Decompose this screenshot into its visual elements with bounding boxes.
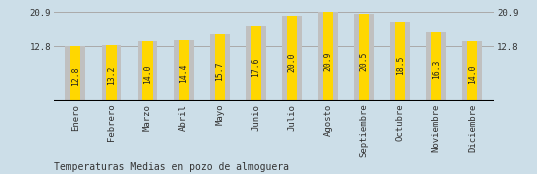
Bar	[426, 32, 446, 101]
Bar	[390, 22, 410, 101]
Bar	[287, 16, 297, 101]
Bar	[431, 32, 441, 101]
Bar	[101, 45, 121, 101]
Bar	[323, 12, 333, 101]
Bar	[66, 46, 85, 101]
Text: 20.5: 20.5	[360, 52, 368, 72]
Bar	[282, 16, 302, 101]
Bar	[106, 45, 117, 101]
Bar	[179, 40, 188, 101]
Bar	[395, 22, 405, 101]
Bar	[318, 12, 338, 101]
Text: 16.3: 16.3	[432, 60, 441, 80]
Bar	[354, 14, 374, 101]
Bar	[137, 41, 157, 101]
Bar	[173, 40, 193, 101]
Bar	[246, 26, 266, 101]
Text: 15.7: 15.7	[215, 61, 224, 81]
Text: Temperaturas Medias en pozo de almoguera: Temperaturas Medias en pozo de almoguera	[54, 162, 289, 172]
Text: 20.9: 20.9	[323, 51, 332, 71]
Text: 14.0: 14.0	[468, 64, 477, 84]
Bar	[215, 34, 225, 101]
Bar	[210, 34, 230, 101]
Text: 20.0: 20.0	[287, 53, 296, 72]
Text: 13.2: 13.2	[107, 66, 116, 85]
Bar	[359, 14, 369, 101]
Bar	[142, 41, 153, 101]
Bar	[467, 41, 477, 101]
Text: 18.5: 18.5	[396, 56, 405, 75]
Text: 14.4: 14.4	[179, 64, 188, 83]
Bar	[462, 41, 482, 101]
Text: 14.0: 14.0	[143, 64, 152, 84]
Bar	[251, 26, 261, 101]
Bar	[70, 46, 81, 101]
Text: 17.6: 17.6	[251, 57, 260, 77]
Text: 12.8: 12.8	[71, 67, 80, 86]
